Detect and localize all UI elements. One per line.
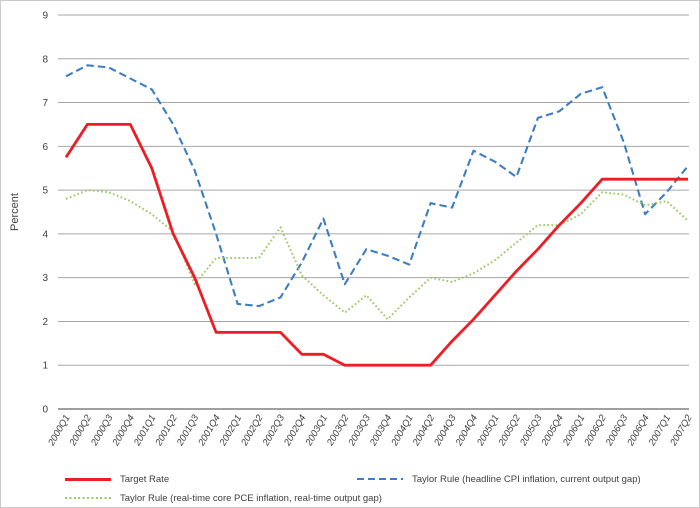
legend-item-taylor-cpi: Taylor Rule (headline CPI inflation, cur… — [357, 473, 641, 485]
y-tick-label: 1 — [42, 361, 48, 372]
legend-label-taylor-cpi: Taylor Rule (headline CPI inflation, cur… — [412, 473, 641, 485]
target-rate-line — [64, 123, 688, 367]
y-axis-title: Percent — [9, 193, 21, 231]
y-tick-label: 3 — [42, 273, 48, 284]
y-tick-label: 7 — [42, 98, 48, 109]
y-tick-label: 4 — [42, 229, 48, 240]
legend-item-taylor-pce: Taylor Rule (real-time core PCE inflatio… — [65, 492, 382, 504]
legend-label-target-rate: Target Rate — [120, 473, 170, 485]
legend-swatch-target-rate — [65, 477, 111, 481]
taylor-rule-pce-line — [65, 189, 689, 321]
legend-item-target-rate: Target Rate — [65, 473, 169, 485]
taylor-rule-cpi-line — [65, 64, 689, 308]
legend-swatch-taylor-pce — [65, 497, 111, 499]
y-tick-label: 8 — [42, 54, 48, 65]
y-tick-label: 6 — [42, 142, 48, 153]
legend-label-taylor-pce: Taylor Rule (real-time core PCE inflatio… — [120, 492, 382, 504]
y-tick-label: 9 — [42, 11, 48, 22]
y-tick-label: 0 — [42, 405, 48, 416]
y-tick-label: 2 — [42, 317, 48, 328]
legend-swatch-taylor-cpi — [357, 478, 403, 480]
y-tick-label: 5 — [42, 186, 48, 197]
